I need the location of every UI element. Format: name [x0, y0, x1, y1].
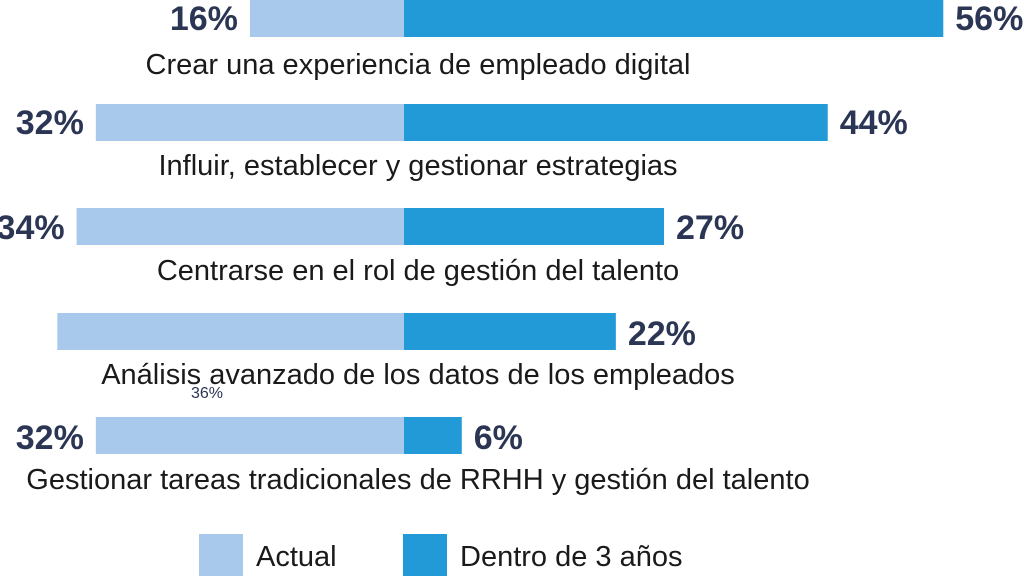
bar-future-1 — [404, 0, 944, 37]
value-label-actual-3: 34% — [0, 209, 65, 247]
value-label-future-5: 6% — [474, 419, 523, 457]
bar-future-3 — [404, 208, 665, 245]
bar-actual-1 — [249, 0, 404, 37]
legend-swatch-future — [403, 534, 447, 576]
legend-label-future: Dentro de 3 años — [460, 541, 682, 573]
bar-actual-4 — [57, 313, 404, 350]
legend-label-actual: Actual — [256, 541, 337, 573]
value-label-future-4: 22% — [628, 315, 696, 353]
bar-future-4 — [404, 313, 616, 350]
value-label-actual-2: 32% — [16, 104, 84, 142]
value-label-future-3: 27% — [676, 209, 744, 247]
value-label-actual-1: 16% — [170, 0, 238, 38]
bar-actual-2 — [95, 104, 404, 141]
bar-future-2 — [404, 104, 828, 141]
value-label-actual-4: 36% — [191, 385, 223, 402]
bars-layer — [57, 0, 944, 454]
category-label-1: Crear una experiencia de empleado digita… — [146, 49, 691, 81]
category-label-4: Análisis avanzado de los datos de los em… — [101, 359, 735, 391]
legend: Actual Dentro de 3 años — [199, 534, 682, 576]
value-label-future-2: 44% — [840, 104, 908, 142]
bar-future-5 — [404, 417, 462, 454]
value-label-future-1: 56% — [955, 0, 1023, 38]
bar-actual-3 — [76, 208, 404, 245]
legend-swatch-actual — [199, 534, 243, 576]
category-label-2: Influir, establecer y gestionar estrateg… — [158, 150, 677, 182]
labels-layer: 16% 56% Crear una experiencia de empleado … — [0, 0, 1023, 496]
category-label-5: Gestionar tareas tradicionales de RRHH y… — [26, 464, 809, 496]
bar-actual-5 — [95, 417, 404, 454]
value-label-actual-5: 32% — [16, 419, 84, 457]
category-label-3: Centrarse en el rol de gestión del talen… — [157, 255, 679, 287]
